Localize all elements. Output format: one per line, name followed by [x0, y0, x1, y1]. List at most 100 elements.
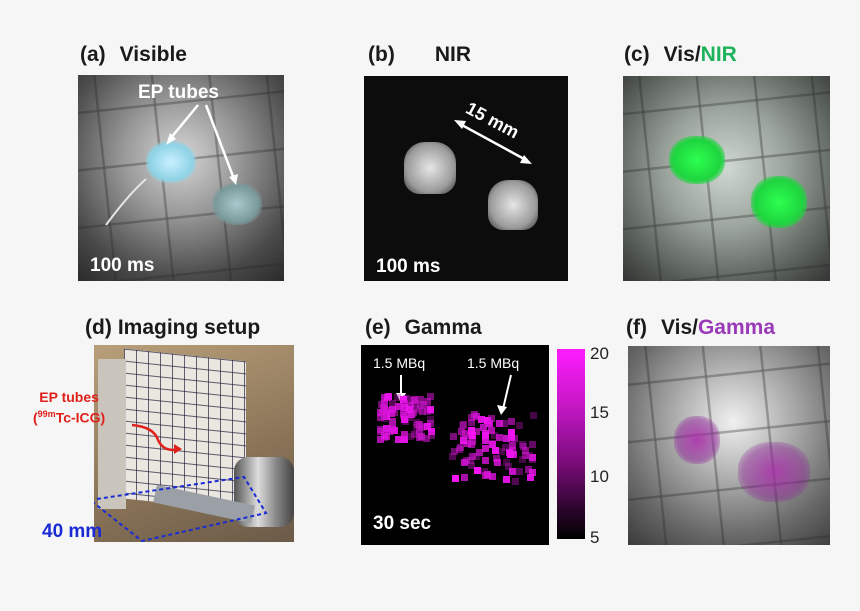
gamma-count-pixel: [451, 448, 458, 455]
gamma-count-pixel: [423, 435, 430, 442]
gamma-count-pixel: [491, 432, 498, 439]
gamma-count-pixel: [412, 405, 419, 412]
gamma-count-pixel: [482, 432, 489, 439]
gamma-count-pixel: [478, 416, 485, 423]
gamma-count-pixel: [480, 424, 487, 431]
panel-a-image: EP tubes 100 ms: [78, 75, 284, 281]
panel-f-label: (f) Vis/Gamma: [626, 316, 775, 340]
gamma-count-pixel: [508, 418, 515, 425]
gamma-count-pixel: [417, 396, 424, 403]
gamma-count-pixel: [510, 451, 517, 458]
activity-left-label: 1.5 MBq: [373, 355, 426, 371]
activity-right-label: 1.5 MBq: [467, 355, 520, 371]
gamma-count-pixel: [461, 474, 468, 481]
gamma-count-pixel: [407, 402, 414, 409]
panel-d-tag: (d): [85, 316, 112, 339]
panel-c-image: [623, 76, 830, 281]
gamma-count-pixel: [509, 468, 516, 475]
panel-e-duration: 30 sec: [373, 513, 432, 534]
gamma-count-pixel: [401, 436, 408, 443]
gamma-count-pixel: [481, 468, 488, 475]
gamma-count-pixel: [508, 434, 515, 441]
gamma-count-pixel: [468, 462, 475, 469]
phantom-side: [98, 359, 126, 509]
gamma-count-pixel: [424, 398, 431, 405]
gamma-count-pixel: [411, 431, 418, 438]
gamma-count-pixel: [503, 435, 510, 442]
panel-c-label: (c) Vis/NIR: [624, 43, 737, 67]
gamma-count-pixel: [493, 455, 500, 462]
gamma-count-pixel: [413, 419, 420, 426]
gamma-count-pixel: [428, 432, 435, 439]
gamma-count-pixel: [427, 416, 434, 423]
gamma-count-pixel: [395, 436, 402, 443]
gamma-count-pixel: [419, 408, 426, 415]
gamma-count-pixel: [522, 452, 529, 459]
gamma-count-pixel: [486, 420, 493, 427]
panel-e-title: Gamma: [404, 316, 482, 339]
gamma-count-pixel: [527, 474, 534, 481]
gamma-count-pixel: [492, 447, 499, 454]
gamma-count-pixel: [482, 437, 489, 444]
gamma-count-pixel: [473, 428, 480, 435]
gamma-count-pixel: [512, 478, 519, 485]
panel-b-label: (b) NIR: [368, 43, 471, 67]
panel-c-title-prefix: Vis/: [663, 43, 701, 66]
gamma-count-pixel: [501, 420, 508, 427]
gamma-count-pixel: [401, 404, 408, 411]
ep-tube-right: [212, 183, 262, 225]
callout-line2: (99mTc-ICG): [33, 409, 106, 426]
gamma-count-pixel: [469, 438, 476, 445]
gamma-count-pixel: [482, 445, 489, 452]
gamma-count-pixel: [498, 448, 505, 455]
gamma-count-pixel: [502, 444, 509, 451]
gamma-count-pixel: [424, 423, 431, 430]
gamma-count-pixel: [413, 424, 420, 431]
nir-tube-left: [404, 142, 456, 194]
panel-b-tag: (b): [368, 43, 395, 66]
distance-arrow: [454, 120, 532, 164]
panel-b-title: NIR: [434, 43, 471, 66]
gamma-count-pixel: [450, 433, 457, 440]
ep-tube-left: [146, 141, 196, 183]
gamma-count-pixel: [505, 463, 512, 470]
grid-paper: [628, 346, 830, 545]
gamma-count-pixel: [400, 396, 407, 403]
gamma-count-pixel: [474, 467, 481, 474]
gamma-count-pixel: [496, 420, 503, 427]
gamma-count-pixel: [463, 457, 470, 464]
gamma-count-pixel: [496, 434, 503, 441]
gamma-count-pixel: [466, 438, 473, 445]
gamma-count-pixel: [506, 449, 513, 456]
panel-e-image: 1.5 MBq 1.5 MBq 30 sec: [361, 345, 549, 545]
ep-tubes-callout: EP tubes (99mTc-ICG): [33, 389, 105, 427]
panel-c-title-highlight: NIR: [700, 43, 737, 66]
gamma-count-pixel: [473, 453, 480, 460]
gamma-count-pixel: [389, 400, 396, 407]
gamma-count-pixel: [488, 427, 495, 434]
gamma-count-pixel: [410, 397, 417, 404]
ep-tubes-annotation: EP tubes: [138, 82, 219, 103]
gamma-count-pixel: [467, 457, 474, 464]
panel-f-image: [628, 346, 830, 545]
gamma-count-pixel: [428, 428, 435, 435]
gamma-count-pixel: [520, 443, 527, 450]
gamma-count-pixel: [383, 407, 390, 414]
gamma-count-pixel: [377, 414, 384, 421]
gamma-count-pixel: [468, 427, 475, 434]
panel-f-title-highlight: Gamma: [697, 316, 776, 339]
gamma-count-pixel: [468, 419, 475, 426]
gamma-count-pixel: [381, 413, 388, 420]
nir-overlay-left: [669, 136, 725, 184]
gamma-count-pixel: [401, 400, 408, 407]
gamma-count-pixel: [412, 400, 419, 407]
gamma-count-pixel: [526, 452, 533, 459]
gamma-count-pixel: [381, 415, 388, 422]
gamma-count-pixel: [489, 441, 496, 448]
gamma-count-pixel: [456, 446, 463, 453]
gamma-count-pixel: [522, 447, 529, 454]
gamma-overlay-right: [738, 442, 810, 502]
panel-d-label: (d) Imaging setup: [85, 316, 260, 340]
panel-c-tag: (c): [624, 43, 650, 66]
panel-d-title: Imaging setup: [117, 316, 261, 339]
